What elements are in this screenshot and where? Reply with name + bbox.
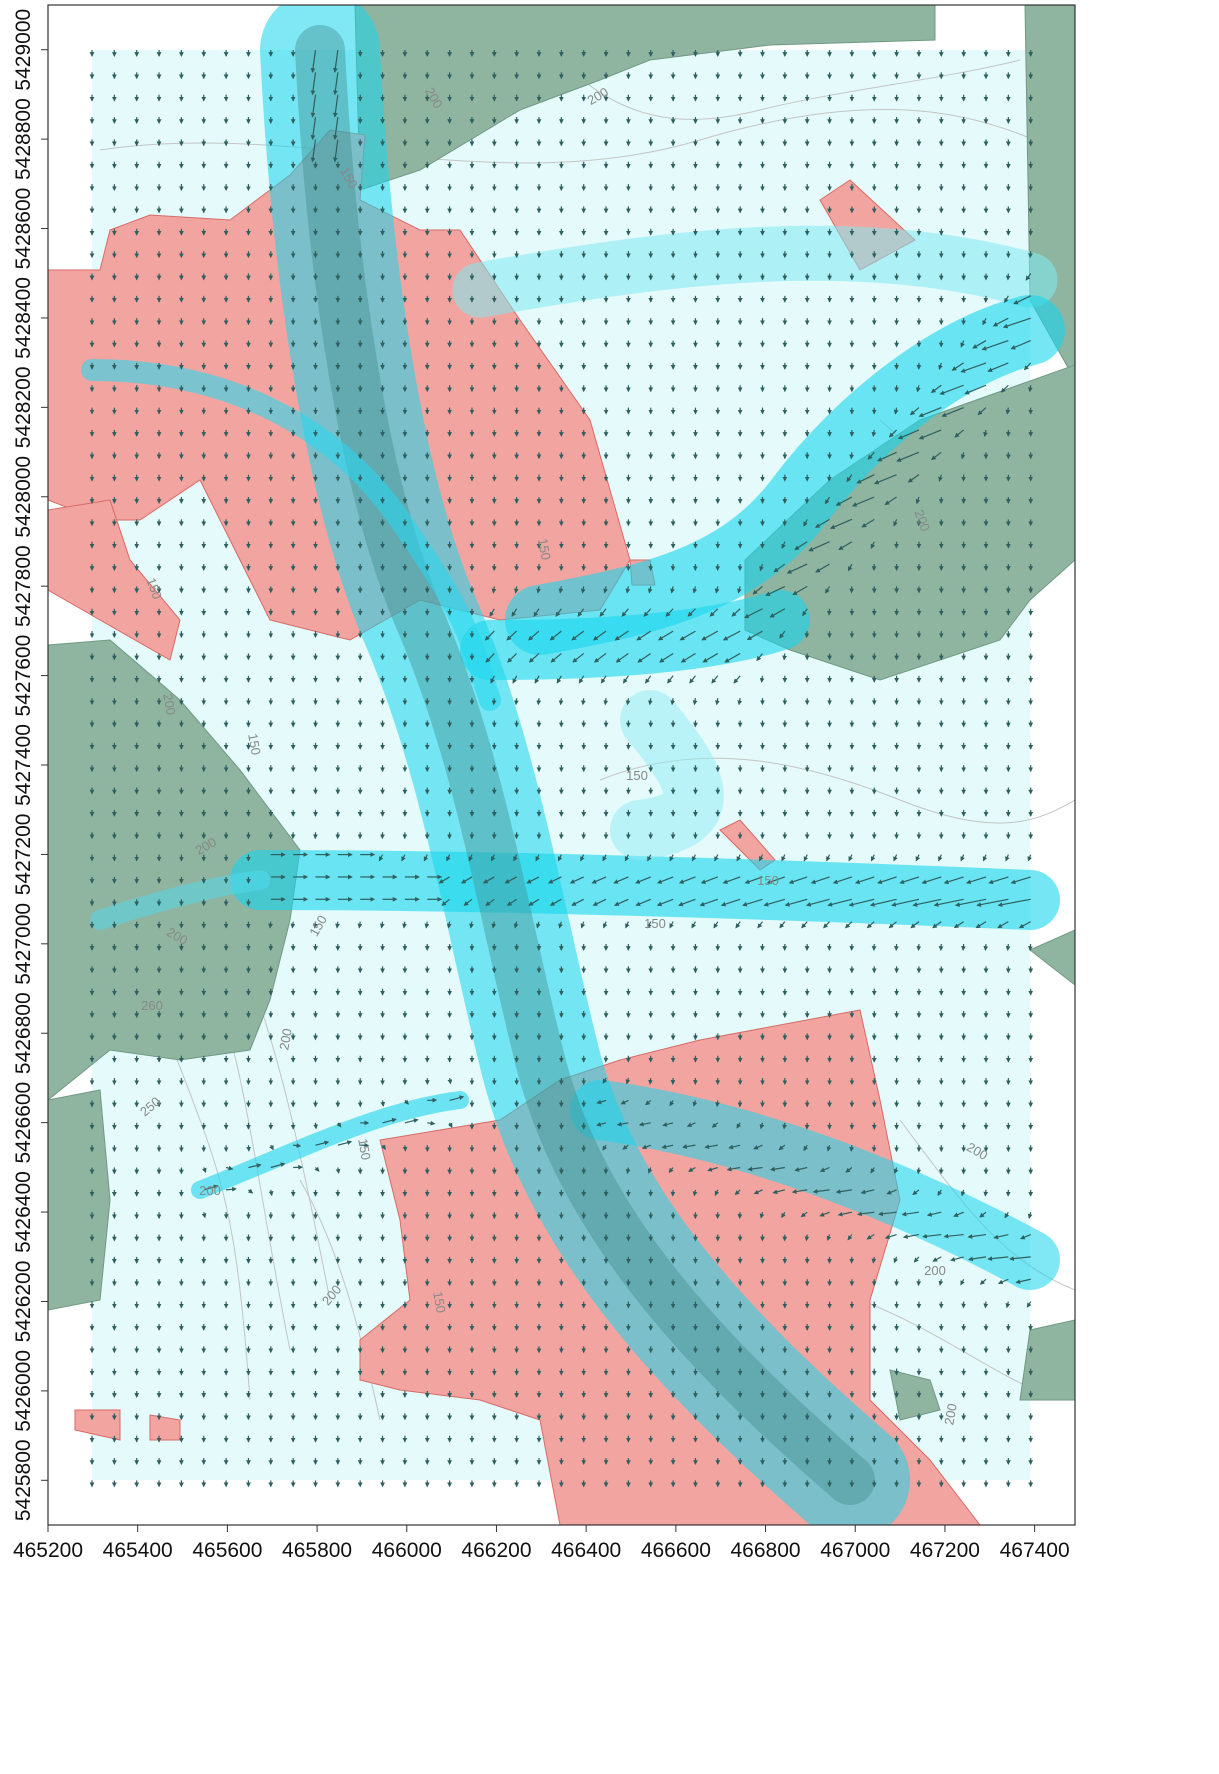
x-tick-label: 465400 [103,1539,173,1562]
wind-arrow [807,631,808,637]
wind-arrow [941,944,942,950]
page: 2002001501501502001501501501502002001502… [0,0,1219,1774]
x-tick-label: 466000 [372,1539,442,1562]
wind-arrow [985,944,986,950]
wind-arrow [806,1235,807,1241]
y-tick-label: 5426800 [12,992,35,1074]
y-tick-label: 5426000 [12,1350,35,1432]
contour-label: 150 [757,873,779,888]
wind-arrow [985,1190,986,1196]
wind-arrow [583,698,584,704]
contour-label: 150 [644,916,666,931]
y-tick-label: 5426200 [12,1261,35,1343]
wind-arrow [1030,944,1031,950]
x-tick-label: 465200 [13,1539,83,1562]
x-tick-label: 467200 [910,1539,980,1562]
wind-arrow [338,1168,339,1173]
wind-arrow [829,609,830,615]
wind-arrow [829,475,830,481]
wind-arrow [383,1100,384,1105]
y-tick-label: 5428200 [12,366,35,448]
wind-arrow [784,1123,785,1129]
x-tick-label: 466200 [461,1539,531,1562]
wind-arrow [918,1168,919,1174]
y-tick-label: 5425800 [12,1439,35,1521]
wind-arrow [292,922,293,928]
x-tick-label: 465600 [192,1539,262,1562]
wind-arrow [740,1212,741,1218]
contour-label: 200 [199,1183,221,1198]
x-tick-label: 466600 [641,1539,711,1562]
wind-arrow [963,944,964,950]
x-tick-label: 466800 [731,1539,801,1562]
y-tick-label: 5427800 [12,545,35,627]
wind-arrow [270,922,271,928]
wind-arrow [516,698,517,704]
wind-arrow [985,1302,986,1308]
wind-arrow [717,1100,718,1106]
y-tick-label: 5426400 [12,1171,35,1253]
x-tick-label: 465800 [282,1539,352,1562]
wind-arrow [1008,944,1009,950]
y-tick-label: 5427600 [12,635,35,717]
wind-arrow [316,1123,317,1129]
y-tick-label: 5427200 [12,814,35,896]
contour-label: 260 [141,998,163,1013]
x-tick-label: 466400 [551,1539,621,1562]
contour-label: 200 [924,1263,946,1278]
wind-arrow [1030,385,1031,391]
wind-arrow [405,1145,406,1151]
wind-arrow [561,698,562,704]
wind-arrow [494,698,495,704]
contour-label: 150 [626,768,648,783]
map: 2002001501501502001501501501502002001502… [0,0,1219,1769]
wind-arrow [851,1145,852,1151]
y-tick-label: 5428400 [12,277,35,359]
wind-arrow [337,922,338,928]
y-tick-label: 5428000 [12,456,35,538]
y-tick-label: 5428800 [12,98,35,180]
y-tick-label: 5429000 [12,9,35,91]
x-tick-label: 467400 [1000,1539,1070,1562]
wind-arrow [605,698,606,704]
y-tick-label: 5426600 [12,1082,35,1164]
x-tick-label: 467000 [820,1539,890,1562]
wind-arrow [650,1078,651,1084]
wind-arrow [1030,251,1031,257]
y-tick-label: 5427000 [12,903,35,985]
y-tick-label: 5427400 [12,724,35,806]
wind-arrow [784,653,785,659]
wind-arrow [538,698,539,704]
wind-arrow [851,452,852,458]
y-tick-label: 5428600 [12,188,35,270]
